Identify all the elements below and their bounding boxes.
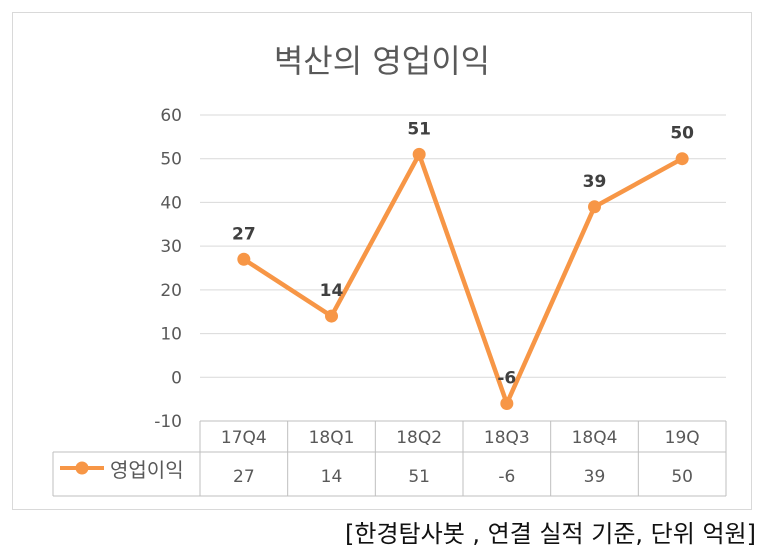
legend-series-name: 영업이익 xyxy=(110,458,184,482)
data-point xyxy=(412,147,426,161)
data-label: 50 xyxy=(670,124,694,144)
y-tick-label: 10 xyxy=(160,325,182,345)
x-category-label: 18Q4 xyxy=(572,428,618,448)
table-value: 50 xyxy=(671,467,693,487)
data-point xyxy=(325,309,338,323)
x-category-label: 18Q1 xyxy=(309,428,355,448)
data-point xyxy=(237,252,251,266)
data-point xyxy=(588,200,601,214)
data-label: 27 xyxy=(232,224,256,244)
chart-title: 벽산의 영업이익 xyxy=(274,42,490,80)
y-tick-label: 30 xyxy=(160,237,182,257)
table-value: 14 xyxy=(321,467,343,487)
x-category-label: 18Q2 xyxy=(396,428,442,448)
data-label: 39 xyxy=(583,172,607,192)
series-line xyxy=(241,152,685,406)
table-value: 39 xyxy=(584,467,606,487)
y-tick-label: 40 xyxy=(160,193,182,213)
chart-frame xyxy=(12,12,752,510)
data-point xyxy=(500,397,514,411)
data-point xyxy=(675,152,689,166)
y-tick-label: -10 xyxy=(154,412,182,432)
y-tick-label: 50 xyxy=(160,150,182,170)
table-value: 27 xyxy=(233,467,255,487)
table-value: -6 xyxy=(498,467,515,487)
y-tick-label: 20 xyxy=(160,281,182,301)
data-label: 51 xyxy=(407,119,431,139)
data-label: -6 xyxy=(497,369,516,389)
x-category-label: 19Q xyxy=(665,428,700,448)
y-tick-label: 0 xyxy=(171,368,182,388)
source-note: [한경탐사봇 , 연결 실적 기준, 단위 억원] xyxy=(345,520,756,548)
table-value: 51 xyxy=(408,467,430,487)
x-category-label: 17Q4 xyxy=(221,428,267,448)
legend-key-marker xyxy=(75,461,89,475)
data-label: 14 xyxy=(320,281,344,301)
x-category-label: 18Q3 xyxy=(484,428,530,448)
y-tick-label: 60 xyxy=(160,106,182,126)
